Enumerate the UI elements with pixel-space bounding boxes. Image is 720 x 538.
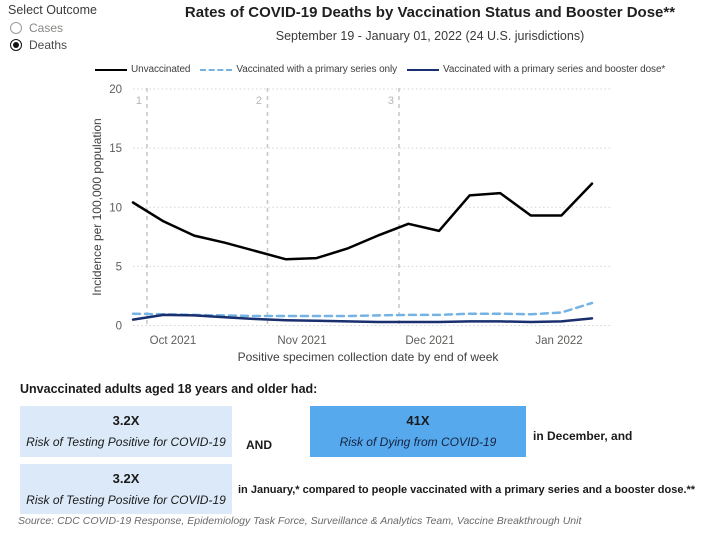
ytick-20: 20 — [109, 84, 122, 96]
legend-label-unvaccinated: Unvaccinated — [131, 64, 191, 75]
risk-value: 3.2X — [112, 471, 140, 486]
ytick-0: 0 — [116, 321, 122, 333]
radio-option-cases[interactable]: Cases — [10, 21, 97, 35]
legend-line-swatch-unvaccinated — [95, 68, 127, 71]
radio-label-deaths: Deaths — [29, 38, 68, 52]
legend-line-swatch-primary-only — [200, 68, 233, 71]
chart-legend: Unvaccinated Vaccinated with a primary s… — [95, 64, 665, 75]
title-block: Rates of COVID-19 Deaths by Vaccination … — [135, 4, 720, 43]
xtick-jan: Jan 2022 — [535, 335, 582, 347]
december-text: in December, and — [533, 429, 633, 443]
line-unvaccinated[interactable] — [131, 182, 594, 261]
risk-box-testing-january: 3.2X Risk of Testing Positive for COVID-… — [20, 464, 232, 514]
risk-box-testing-december: 3.2X Risk of Testing Positive for COVID-… — [20, 406, 232, 457]
january-text: in January,* compared to people vaccinat… — [238, 484, 696, 496]
xtick-dec: Dec 2021 — [405, 335, 454, 347]
page-title: Rates of COVID-19 Deaths by Vaccination … — [184, 4, 676, 21]
line-vaccinated-primary-only[interactable] — [131, 301, 594, 318]
ytick-15: 15 — [109, 143, 122, 155]
xtick-oct: Oct 2021 — [150, 335, 197, 347]
ytick-10: 10 — [109, 202, 122, 214]
legend-line-swatch-primary-booster — [407, 68, 440, 71]
outcome-selector-label: Select Outcome — [8, 3, 97, 17]
risk-value: 3.2X — [112, 413, 140, 428]
legend-item-unvaccinated[interactable]: Unvaccinated — [95, 64, 191, 75]
legend-item-primary-only[interactable]: Vaccinated with a primary series only — [200, 64, 397, 75]
outcome-selector: Select Outcome Cases Deaths — [8, 3, 97, 52]
risk-label: Risk of Dying from COVID-19 — [339, 435, 497, 449]
risk-box-dying-december: 41X Risk of Dying from COVID-19 — [310, 406, 526, 457]
and-label: AND — [246, 438, 272, 452]
risk-label: Risk of Testing Positive for COVID-19 — [26, 435, 226, 449]
risk-value: 41X — [406, 413, 430, 428]
callout-heading: Unvaccinated adults aged 18 years and ol… — [20, 382, 318, 396]
source-note: Source: CDC COVID-19 Response, Epidemiol… — [18, 515, 582, 527]
event-marker-label-2: 2 — [256, 95, 262, 107]
event-marker-label-3: 3 — [388, 95, 394, 107]
line-vaccinated-primary-booster[interactable] — [131, 313, 594, 324]
ytick-5: 5 — [116, 261, 122, 273]
legend-item-primary-booster[interactable]: Vaccinated with a primary series and boo… — [407, 64, 665, 75]
event-marker-label-1: 1 — [136, 95, 142, 107]
page-subtitle: September 19 - January 01, 2022 (24 U.S.… — [275, 29, 585, 43]
radio-label-cases: Cases — [29, 21, 64, 35]
y-axis-title: Incidence per 100,000 population — [90, 118, 104, 295]
xtick-nov: Nov 2021 — [277, 335, 326, 347]
risk-label: Risk of Testing Positive for COVID-19 — [26, 493, 226, 507]
radio-selected-icon[interactable] — [10, 39, 22, 51]
radio-unselected-icon[interactable] — [10, 22, 22, 34]
radio-option-deaths[interactable]: Deaths — [10, 38, 97, 52]
legend-label-primary-booster: Vaccinated with a primary series and boo… — [443, 64, 666, 75]
legend-label-primary-only: Vaccinated with a primary series only — [236, 64, 398, 75]
line-chart: 1 2 3 20 15 10 5 0 Incidence per 100,000… — [90, 84, 612, 364]
x-axis-title: Positive specimen collection date by end… — [238, 350, 500, 364]
